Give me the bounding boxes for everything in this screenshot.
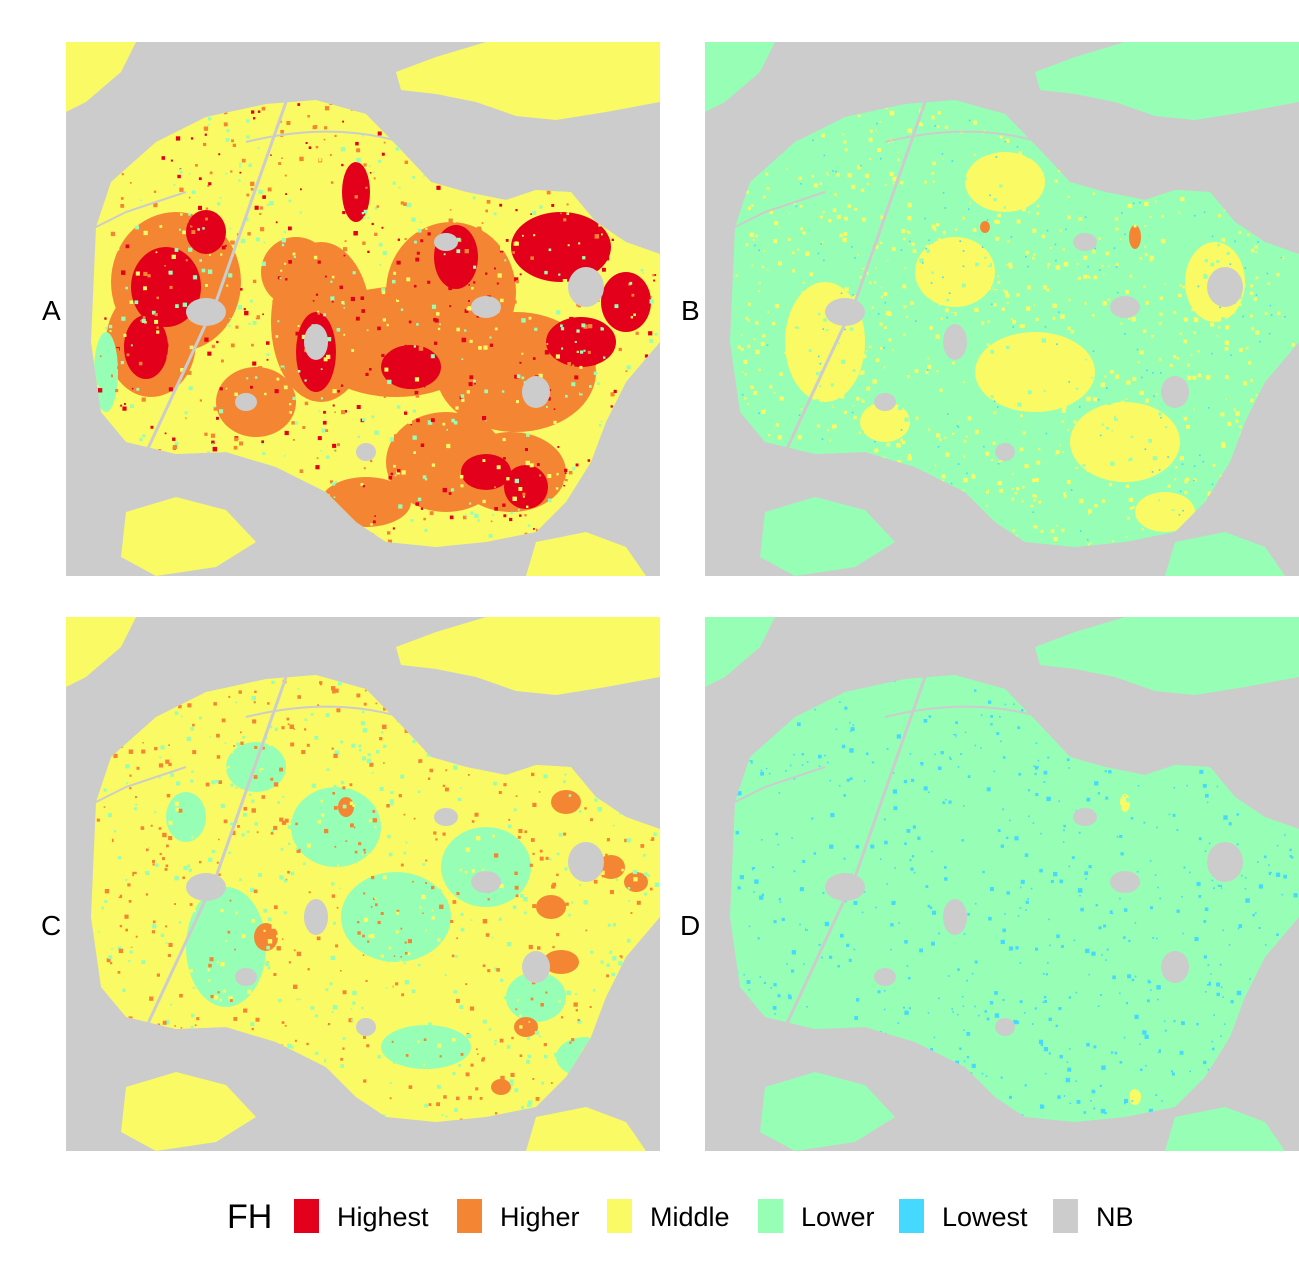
- map-panel-b: [705, 42, 1299, 576]
- map-a-raster: [66, 42, 660, 576]
- legend: FH Highest Higher Middle Lower Lowest NB: [0, 1193, 1299, 1243]
- legend-title: FH: [227, 1198, 273, 1236]
- legend-key-highest: [294, 1199, 319, 1233]
- legend-key-lower: [758, 1199, 783, 1233]
- legend-label-nb: NB: [1096, 1202, 1134, 1232]
- map-panel-a: [66, 42, 660, 576]
- map-b-raster: [705, 42, 1299, 576]
- map-c-raster: [66, 617, 660, 1151]
- panel-label-d: D: [680, 910, 701, 941]
- panel-label-c: C: [41, 910, 62, 941]
- legend-key-lowest: [899, 1199, 924, 1233]
- legend-key-higher: [457, 1199, 482, 1233]
- panel-label-b: B: [681, 295, 700, 326]
- legend-key-middle: [607, 1199, 632, 1233]
- legend-label-lower: Lower: [801, 1202, 875, 1232]
- map-d-raster: [705, 617, 1299, 1151]
- panel-label-a: A: [42, 295, 61, 326]
- legend-label-middle: Middle: [650, 1202, 730, 1232]
- legend-label-lowest: Lowest: [942, 1202, 1028, 1232]
- map-panel-d: [705, 617, 1299, 1151]
- legend-key-nb: [1053, 1199, 1078, 1233]
- legend-label-highest: Highest: [337, 1202, 429, 1232]
- legend-label-higher: Higher: [500, 1202, 580, 1232]
- map-panel-c: [66, 617, 660, 1151]
